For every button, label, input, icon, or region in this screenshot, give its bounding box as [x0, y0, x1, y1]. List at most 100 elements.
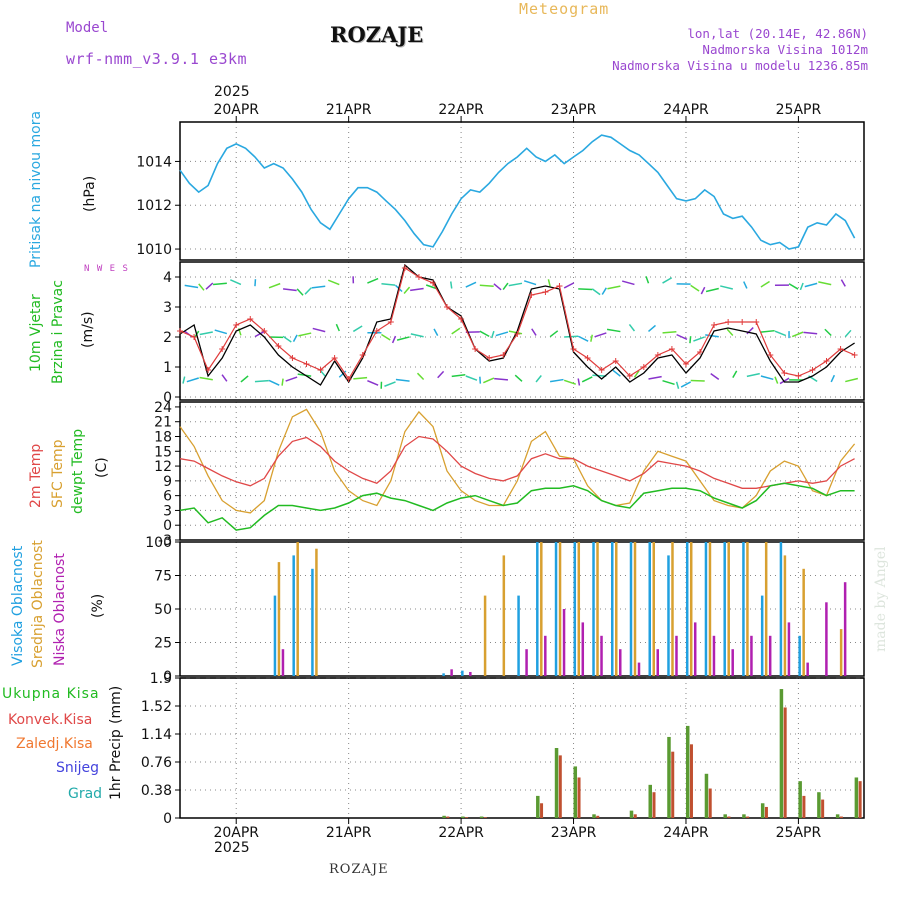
high-cloud-bar [592, 542, 595, 676]
wind-arrow [502, 282, 509, 291]
mid-cloud-bar [746, 542, 749, 676]
high-cloud-bar [685, 542, 689, 676]
total-precip-bar [479, 816, 484, 818]
conv-precip-bar [483, 817, 487, 818]
conv-precip-bar [596, 815, 600, 818]
wind-arrow [327, 279, 340, 286]
total-precip-bar [779, 689, 784, 818]
wind-speed-point [247, 316, 254, 322]
y-tick-label: 25 [154, 636, 172, 652]
wind-arrow [186, 377, 199, 383]
wind-arrow [416, 372, 425, 381]
elevation-label: Nadmorska Visina 1012m [702, 42, 868, 57]
low-cloud-bar [787, 622, 791, 676]
wind-arrow [285, 376, 298, 382]
wind-speed-point [781, 370, 788, 376]
high-cloud-bar [311, 568, 314, 676]
total-precip-bar [554, 748, 559, 818]
y-tick-label: 0.76 [141, 755, 172, 771]
y-tick-label: 3 [163, 503, 172, 519]
wind-speed-point [682, 361, 689, 367]
panel-frame [179, 401, 865, 541]
model-name: wrf-nmm_v3.9.1 e3km [66, 50, 248, 68]
mid-cloud-bar [802, 568, 805, 676]
wind-arrow [254, 330, 265, 338]
wind-arrow [845, 377, 859, 383]
mid-cloud-bar [502, 555, 506, 676]
dewpt-line [179, 482, 855, 531]
wind-arrow [710, 373, 720, 381]
high-cloud-bar [273, 595, 277, 676]
y-tick-label: 4 [163, 270, 172, 286]
wind-arrow [607, 285, 621, 290]
mid-cloud-bar [577, 542, 581, 676]
low-cloud-bar [637, 662, 641, 676]
y-tick-label: 1.14 [141, 727, 172, 743]
wind-arrow [198, 283, 205, 291]
wind-speed-point [711, 322, 718, 328]
high-cloud-bar [648, 542, 651, 676]
high-cloud-bar [517, 595, 520, 676]
y-tick-label: 9 [163, 474, 172, 490]
wind-arrow [804, 282, 818, 288]
total-precip-bar [667, 736, 671, 818]
wind-arrow [367, 379, 379, 386]
wind-arrow [433, 328, 439, 336]
high-cloud-bar [292, 555, 295, 676]
top-day-label: 23APR [551, 102, 597, 118]
wind-arrow [743, 281, 748, 289]
wind-arrow [563, 379, 577, 385]
high-cloud-bar [704, 542, 708, 676]
wind-arrow [746, 372, 760, 378]
bottom-day-label: 21APR [326, 825, 372, 841]
conv-precip-bar [708, 788, 712, 818]
wind-arrow [381, 283, 396, 286]
wind-arrow [384, 381, 396, 387]
wind-speed-point [542, 289, 549, 295]
wind-arrow [395, 378, 410, 382]
wind-arrow [221, 374, 228, 382]
wind-arrow [662, 277, 673, 284]
conv-precip-bar [764, 806, 768, 818]
wind-speed-point [739, 319, 746, 325]
wind-arrow [535, 375, 542, 383]
wind-speed-point [500, 352, 507, 358]
wind-speed-point [444, 304, 451, 310]
high-cloud-bar [667, 555, 670, 676]
wind-arrow [549, 378, 564, 383]
total-precip-bar [723, 814, 727, 818]
wind-arrow [720, 285, 733, 290]
low-cloud-bar [544, 635, 547, 676]
wind-arrow [212, 282, 227, 286]
y-tick-label: -3 [158, 533, 172, 549]
wind-arrow [705, 287, 719, 293]
conv-precip-bar [727, 816, 731, 818]
wind-arrow [508, 282, 523, 287]
wind-arrow [803, 331, 818, 335]
wind-speed-point [289, 355, 296, 361]
wind-arrow [240, 375, 249, 383]
wind-speed-point [429, 280, 436, 286]
wind-speed-point [612, 358, 619, 364]
wind-arrow [648, 324, 656, 333]
total-precip-bar [685, 725, 690, 818]
high-cloud-bar [573, 542, 577, 676]
bottom-day-label: 24APR [663, 825, 709, 841]
total-precip-bar [854, 777, 859, 818]
wind-arrow [690, 284, 700, 292]
total-precip-bar [835, 814, 840, 818]
mid-cloud-bar [689, 542, 693, 676]
bottom-day-label: 22APR [438, 825, 484, 841]
wind-arrow [693, 336, 705, 342]
total-precip-bar [629, 810, 634, 818]
wind-arrow [726, 328, 734, 337]
y-tick-label: 1 [163, 360, 172, 376]
wind-arrow [648, 375, 662, 380]
wind-arrow [493, 283, 502, 291]
wind-arrow [403, 286, 411, 295]
wind-speed-point [205, 367, 212, 373]
conv-precip-bar [802, 795, 806, 818]
conv-precip-bar [746, 816, 750, 818]
top-day-label: 22APR [438, 102, 484, 118]
